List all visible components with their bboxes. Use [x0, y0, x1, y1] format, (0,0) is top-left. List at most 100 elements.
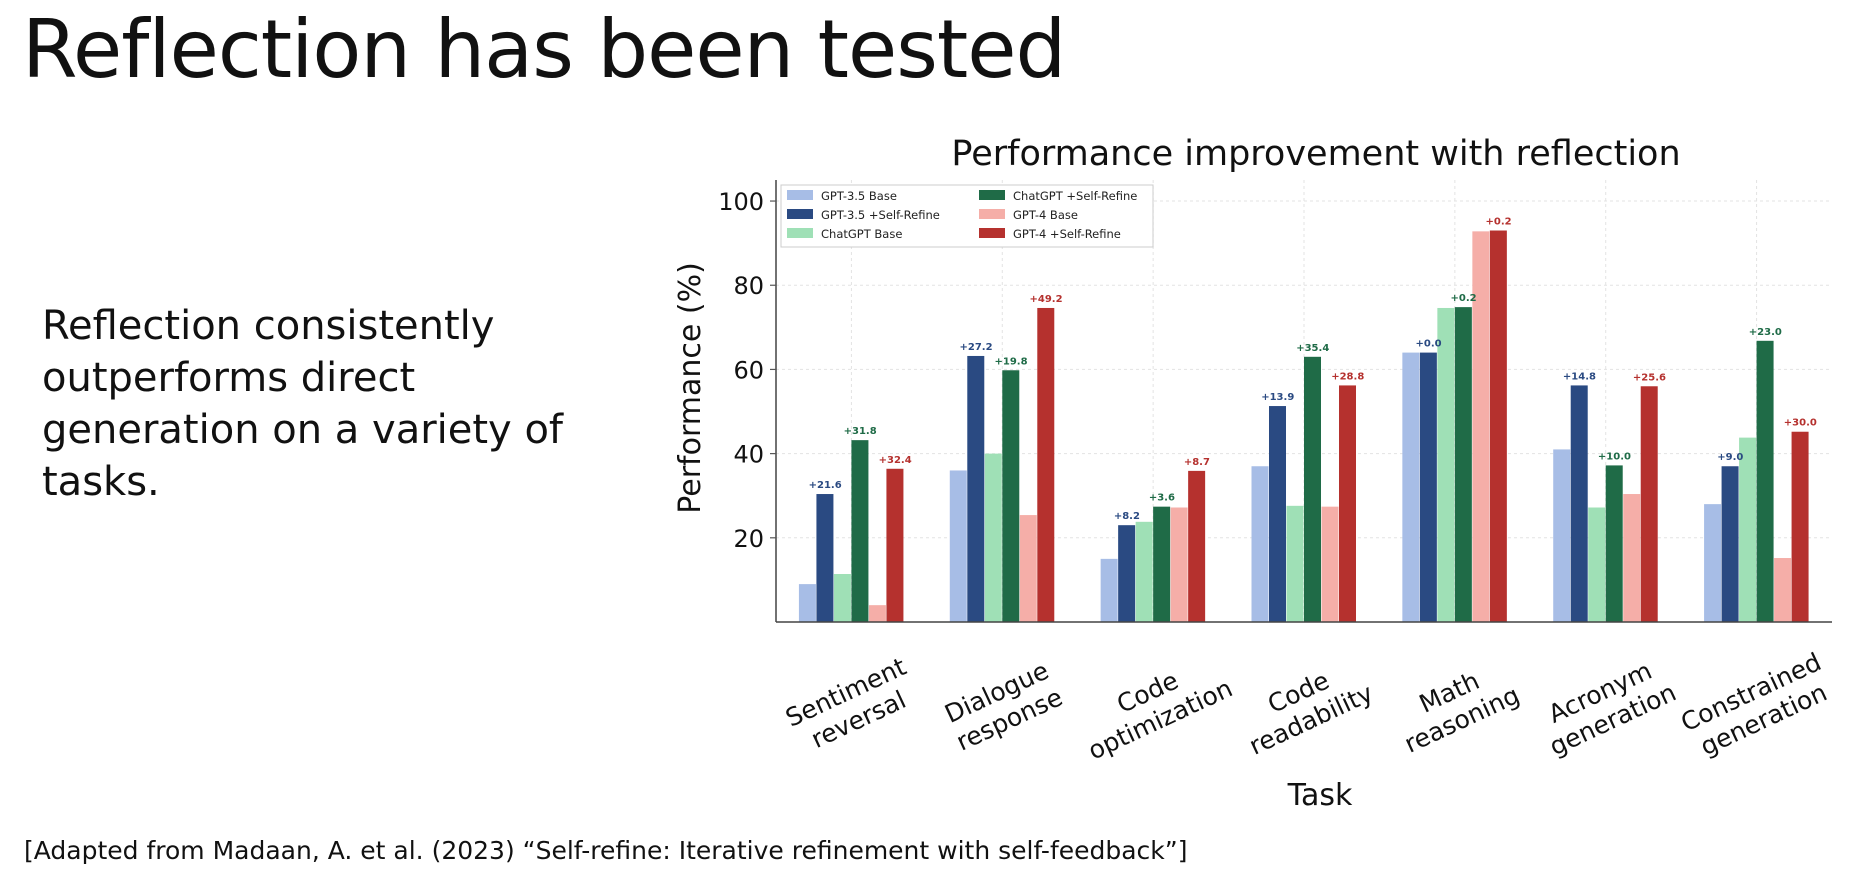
bar-s5-c0: [886, 468, 904, 622]
chart-x-ticks: Sentimentreversal Dialogueresponse Codeopt…: [781, 646, 1838, 765]
y-tick-label-3: 80: [733, 272, 764, 300]
bar-label-s3-c6: +23.0: [1749, 327, 1782, 338]
chart-title: Performance improvement with reflection: [951, 134, 1680, 174]
legend-label-1: GPT-3.5 +Self-Refine: [821, 208, 940, 222]
bar-s1-c0: [816, 494, 834, 622]
legend-swatch-3: [979, 190, 1005, 200]
bar-s1-c2: [1118, 525, 1136, 622]
legend-swatch-4: [979, 209, 1005, 219]
bar-s0-c4: [1402, 352, 1420, 622]
bar-s3-c5: [1605, 465, 1623, 622]
x-tick-label-5: Acronymgeneration: [1532, 650, 1680, 761]
bar-label-s5-c2: +8.7: [1184, 457, 1210, 468]
bar-s1-c6: [1721, 466, 1739, 622]
legend-box: [780, 184, 1154, 248]
bar-s5-c1: [1037, 307, 1055, 622]
bar-s4-c6: [1774, 558, 1792, 622]
bar-label-s1-c6: +9.0: [1717, 452, 1743, 463]
bar-s0-c3: [1251, 466, 1269, 622]
bar-s4-c3: [1321, 506, 1339, 622]
bar-label-s3-c2: +3.6: [1149, 493, 1175, 504]
legend-swatch-1: [787, 209, 813, 219]
legend-label-5: GPT-4 +Self-Refine: [1013, 227, 1121, 241]
bar-s3-c4: [1454, 307, 1472, 622]
bar-label-s3-c1: +19.8: [995, 356, 1028, 367]
x-axis-label: Task: [1287, 778, 1353, 813]
x-tick-label-4: Mathreasoning: [1387, 653, 1524, 759]
legend-label-4: GPT-4 Base: [1013, 208, 1078, 222]
chart-axes: [775, 180, 1832, 623]
bar-s4-c1: [1019, 515, 1037, 622]
x-tick-label-2: Codeoptimization: [1071, 646, 1237, 765]
bar-label-s5-c3: +28.8: [1331, 371, 1364, 382]
bar-s3-c6: [1756, 340, 1774, 622]
bar-s0-c5: [1553, 449, 1571, 622]
chart-bar-labels: +21.6 +27.2 +8.2 +13.9 +0.0 +14.8 +9.0 +31.8 +19…: [809, 217, 1817, 523]
citation: [Adapted from Madaan, A. et al. (2023) “…: [24, 836, 1188, 865]
legend-label-0: GPT-3.5 Base: [821, 189, 897, 203]
legend-swatch-2: [787, 228, 813, 238]
y-tick-label-2: 60: [733, 356, 764, 384]
bar-s3-c1: [1002, 370, 1020, 622]
bar-s5-c2: [1188, 470, 1206, 622]
bar-s4-c0: [868, 605, 886, 622]
y-tick-label-0: 20: [733, 525, 764, 553]
chart-y-ticks: 20 40 60 80 100: [718, 188, 776, 553]
bar-s2-c6: [1739, 437, 1757, 622]
legend-swatch-0: [787, 190, 813, 200]
x-tick-label-3: Codereadability: [1232, 651, 1378, 761]
legend-swatch-5: [979, 228, 1005, 238]
bar-label-s3-c5: +10.0: [1598, 451, 1631, 462]
chart-bars: [798, 230, 1809, 622]
y-axis-label: Performance (%): [673, 262, 708, 514]
bar-s2-c3: [1286, 505, 1304, 622]
bar-s3-c2: [1153, 506, 1171, 622]
chart-legend: GPT-3.5 Base GPT-3.5 +Self-Refine ChatGPT …: [780, 184, 1154, 248]
bar-s4-c4: [1472, 231, 1490, 622]
bar-label-s3-c3: +35.4: [1296, 343, 1329, 354]
bar-s0-c2: [1100, 558, 1118, 622]
bar-s2-c2: [1135, 521, 1153, 622]
bar-s2-c1: [984, 453, 1002, 622]
y-tick-label-1: 40: [733, 441, 764, 469]
y-tick-label-4: 100: [718, 188, 764, 216]
bar-s5-c3: [1339, 385, 1356, 622]
bar-s0-c6: [1704, 504, 1722, 622]
bar-label-s5-c5: +25.6: [1633, 372, 1666, 383]
bar-label-s3-c4: +0.2: [1451, 293, 1477, 304]
bar-s1-c3: [1269, 406, 1286, 622]
bar-label-s1-c0: +21.6: [809, 480, 842, 491]
bar-s0-c1: [949, 470, 967, 622]
bar-s1-c4: [1419, 352, 1437, 622]
bar-s4-c2: [1170, 507, 1188, 622]
bar-label-s1-c1: +27.2: [960, 342, 993, 353]
legend-label-3: ChatGPT +Self-Refine: [1013, 189, 1137, 203]
bar-label-s5-c0: +32.4: [879, 455, 912, 466]
bar-s5-c5: [1640, 386, 1658, 622]
bar-s1-c1: [967, 355, 985, 622]
bar-label-s5-c4: +0.2: [1486, 217, 1512, 228]
bar-label-s1-c5: +14.8: [1563, 371, 1596, 382]
bar-label-s3-c0: +31.8: [844, 426, 877, 437]
bar-label-s5-c1: +49.2: [1030, 294, 1063, 305]
slide-title: Reflection has been tested: [22, 3, 1066, 96]
bar-s1-c5: [1570, 385, 1588, 622]
slide-body-text: Reflection consistently outperforms dire…: [42, 303, 563, 505]
bar-label-s1-c4: +0.0: [1416, 339, 1442, 350]
bar-label-s1-c2: +8.2: [1114, 511, 1140, 522]
bar-s2-c0: [833, 574, 851, 622]
bar-label-s1-c3: +13.9: [1261, 392, 1294, 403]
bar-s3-c0: [851, 440, 869, 622]
bar-s2-c5: [1588, 507, 1606, 622]
bar-s4-c5: [1623, 494, 1641, 622]
bar-s2-c4: [1437, 307, 1455, 622]
x-tick-label-0: Sentimentreversal: [781, 652, 923, 760]
bar-label-s5-c6: +30.0: [1784, 418, 1817, 429]
x-tick-label-1: Dialogueresponse: [939, 655, 1067, 756]
legend-label-2: ChatGPT Base: [821, 227, 902, 241]
x-tick-label-6: Constrainedgeneration: [1676, 647, 1838, 764]
bar-s0-c0: [798, 584, 816, 622]
bar-s3-c3: [1304, 356, 1321, 622]
bar-s5-c4: [1489, 230, 1507, 622]
